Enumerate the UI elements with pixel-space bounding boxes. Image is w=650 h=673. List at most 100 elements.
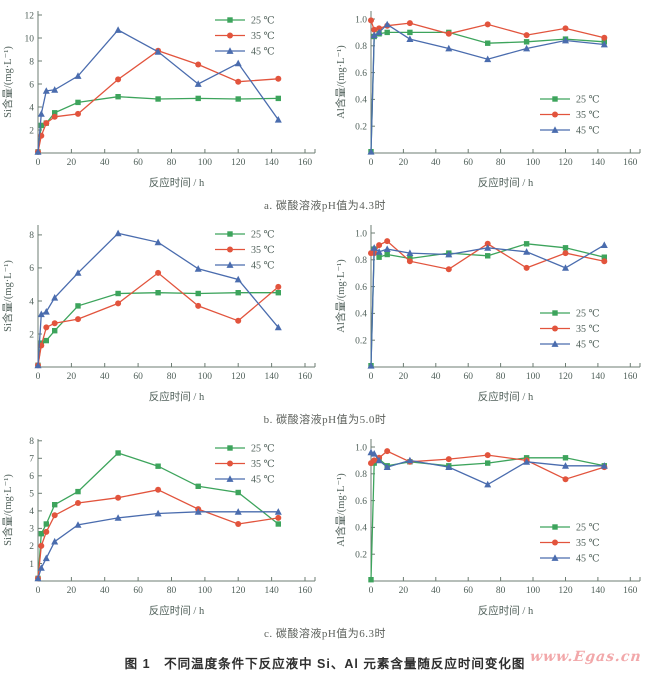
al-ph6-3-plot: 0 20 40 60 80 100 120 140 160 0.2 0.4 0.6 0.8 1.0 反应时间… bbox=[334, 439, 641, 617]
svg-text:35 ℃: 35 ℃ bbox=[576, 110, 600, 121]
svg-text:10: 10 bbox=[25, 34, 35, 44]
svg-text:Si含量/(mg·L⁻¹): Si含量/(mg·L⁻¹) bbox=[1, 474, 14, 546]
svg-text:140: 140 bbox=[591, 158, 606, 168]
svg-text:140: 140 bbox=[264, 372, 279, 382]
svg-text:Si含量/(mg·L⁻¹): Si含量/(mg·L⁻¹) bbox=[1, 46, 14, 118]
svg-text:60: 60 bbox=[133, 158, 143, 168]
svg-text:1.0: 1.0 bbox=[355, 229, 367, 239]
chart-si-ph6-3: 0 20 40 60 80 100 120 140 160 1 2 3 4 5 6 7 8 反应时间 / h Si含… bbox=[0, 431, 325, 627]
svg-text:0.4: 0.4 bbox=[355, 524, 367, 534]
chart-al-ph4-3: 0 20 40 60 80 100 120 140 160 0.2 0.4 0.6 0.8 1.0 反应时间… bbox=[325, 3, 650, 199]
svg-text:0.2: 0.2 bbox=[355, 123, 367, 133]
svg-text:0.6: 0.6 bbox=[355, 497, 367, 507]
svg-text:140: 140 bbox=[591, 586, 606, 596]
svg-text:100: 100 bbox=[526, 586, 541, 596]
svg-text:0: 0 bbox=[369, 372, 374, 382]
si-ph6-3-plot: 0 20 40 60 80 100 120 140 160 1 2 3 4 5 6 7 8 反应时间 / h Si含… bbox=[1, 437, 316, 617]
svg-text:100: 100 bbox=[198, 158, 213, 168]
svg-text:45 ℃: 45 ℃ bbox=[576, 126, 600, 137]
svg-text:40: 40 bbox=[431, 586, 441, 596]
si-ph5-0-plot: 0 20 40 60 80 100 120 140 160 2 4 6 8 反应时间 / h Si含量/(m… bbox=[1, 225, 316, 403]
svg-text:45 ℃: 45 ℃ bbox=[576, 554, 600, 565]
svg-text:2: 2 bbox=[29, 126, 34, 136]
svg-text:6: 6 bbox=[29, 264, 34, 274]
svg-text:40: 40 bbox=[100, 586, 110, 596]
svg-text:25 ℃: 25 ℃ bbox=[576, 523, 600, 534]
svg-text:0.6: 0.6 bbox=[355, 69, 367, 79]
svg-text:0: 0 bbox=[36, 586, 41, 596]
subcaption-c: c. 碳酸溶液pH值为6.3时 bbox=[263, 628, 387, 640]
svg-text:100: 100 bbox=[198, 372, 213, 382]
svg-text:160: 160 bbox=[623, 372, 638, 382]
svg-text:160: 160 bbox=[298, 372, 313, 382]
svg-text:35 ℃: 35 ℃ bbox=[251, 245, 275, 256]
svg-text:2: 2 bbox=[29, 542, 34, 552]
svg-text:80: 80 bbox=[167, 372, 177, 382]
svg-text:120: 120 bbox=[558, 372, 573, 382]
svg-text:40: 40 bbox=[431, 158, 441, 168]
svg-text:25 ℃: 25 ℃ bbox=[251, 16, 275, 27]
svg-text:20: 20 bbox=[67, 372, 77, 382]
svg-text:12: 12 bbox=[25, 11, 35, 21]
al-ph4-3-plot: 0 20 40 60 80 100 120 140 160 0.2 0.4 0.6 0.8 1.0 反应时间… bbox=[334, 11, 641, 189]
svg-text:40: 40 bbox=[431, 372, 441, 382]
svg-text:1.0: 1.0 bbox=[355, 15, 367, 25]
svg-text:80: 80 bbox=[496, 158, 506, 168]
svg-text:35 ℃: 35 ℃ bbox=[251, 459, 275, 470]
svg-text:160: 160 bbox=[298, 158, 313, 168]
al-ph5-0-plot: 0 20 40 60 80 100 120 140 160 0.2 0.4 0.6 0.8 1.0 反应时间… bbox=[334, 225, 641, 403]
svg-text:100: 100 bbox=[198, 586, 213, 596]
subcaption-a: a. 碳酸溶液pH值为4.3时 bbox=[263, 200, 387, 212]
svg-text:反应时间 / h: 反应时间 / h bbox=[478, 390, 534, 403]
svg-text:4: 4 bbox=[29, 507, 34, 517]
svg-text:60: 60 bbox=[463, 586, 473, 596]
svg-text:1: 1 bbox=[29, 560, 34, 570]
svg-text:Al含量/(mg·L⁻¹): Al含量/(mg·L⁻¹) bbox=[334, 473, 347, 547]
svg-text:25 ℃: 25 ℃ bbox=[251, 230, 275, 241]
svg-text:80: 80 bbox=[167, 158, 177, 168]
svg-text:Si含量/(mg·L⁻¹): Si含量/(mg·L⁻¹) bbox=[1, 260, 14, 332]
svg-text:120: 120 bbox=[558, 586, 573, 596]
svg-text:20: 20 bbox=[399, 158, 409, 168]
svg-text:0.8: 0.8 bbox=[355, 42, 367, 52]
svg-text:120: 120 bbox=[231, 372, 246, 382]
svg-text:120: 120 bbox=[231, 586, 246, 596]
chart-row-a: 0 20 40 60 80 100 120 140 160 2 4 6 8 10 12 反应时间 / h Si含… bbox=[0, 3, 650, 199]
svg-text:40: 40 bbox=[100, 372, 110, 382]
svg-text:3: 3 bbox=[29, 525, 34, 535]
svg-text:140: 140 bbox=[264, 586, 279, 596]
svg-text:8: 8 bbox=[29, 57, 34, 67]
svg-text:反应时间 / h: 反应时间 / h bbox=[149, 390, 205, 403]
chart-row-b: 0 20 40 60 80 100 120 140 160 2 4 6 8 反应时间 / h Si含量/(m… bbox=[0, 217, 650, 413]
svg-text:60: 60 bbox=[463, 158, 473, 168]
svg-text:6: 6 bbox=[29, 80, 34, 90]
svg-text:40: 40 bbox=[100, 158, 110, 168]
chart-si-ph4-3: 0 20 40 60 80 100 120 140 160 2 4 6 8 10 12 反应时间 / h Si含… bbox=[0, 3, 325, 199]
chart-al-ph5-0: 0 20 40 60 80 100 120 140 160 0.2 0.4 0.6 0.8 1.0 反应时间… bbox=[325, 217, 650, 413]
svg-text:20: 20 bbox=[67, 158, 77, 168]
si-ph4-3-plot: 0 20 40 60 80 100 120 140 160 2 4 6 8 10 12 反应时间 / h Si含… bbox=[1, 11, 316, 189]
svg-text:25 ℃: 25 ℃ bbox=[576, 95, 600, 106]
svg-text:25 ℃: 25 ℃ bbox=[251, 444, 275, 455]
watermark: www.Egas.cn bbox=[529, 649, 643, 665]
svg-text:160: 160 bbox=[298, 586, 313, 596]
svg-text:140: 140 bbox=[591, 372, 606, 382]
svg-text:反应时间 / h: 反应时间 / h bbox=[149, 604, 205, 617]
svg-text:反应时间 / h: 反应时间 / h bbox=[149, 176, 205, 189]
svg-text:120: 120 bbox=[558, 158, 573, 168]
svg-text:0: 0 bbox=[369, 158, 374, 168]
svg-text:0.2: 0.2 bbox=[355, 337, 367, 347]
svg-text:反应时间 / h: 反应时间 / h bbox=[478, 176, 534, 189]
figure-caption: 图 1 不同温度条件下反应液中 Si、Al 元素含量随反应时间变化图 bbox=[124, 657, 526, 671]
svg-text:4: 4 bbox=[29, 103, 34, 113]
svg-text:100: 100 bbox=[526, 372, 541, 382]
svg-text:100: 100 bbox=[526, 158, 541, 168]
svg-text:0.4: 0.4 bbox=[355, 310, 367, 320]
svg-text:35 ℃: 35 ℃ bbox=[576, 324, 600, 335]
svg-text:160: 160 bbox=[623, 586, 638, 596]
svg-text:60: 60 bbox=[133, 586, 143, 596]
svg-text:5: 5 bbox=[29, 490, 34, 500]
svg-text:0: 0 bbox=[36, 372, 41, 382]
svg-text:35 ℃: 35 ℃ bbox=[251, 31, 275, 42]
